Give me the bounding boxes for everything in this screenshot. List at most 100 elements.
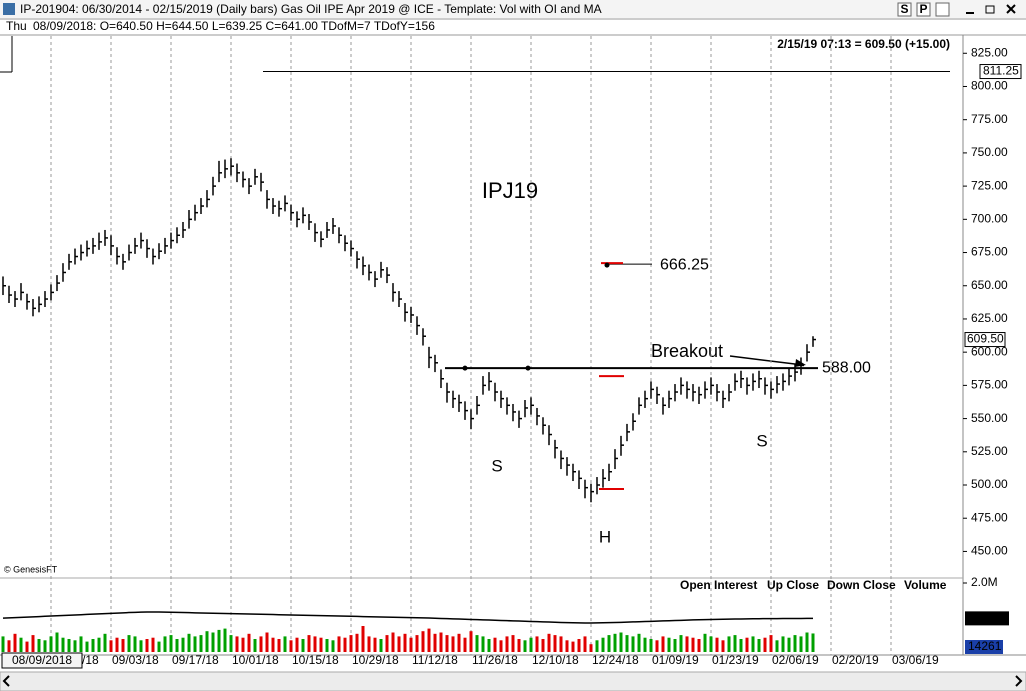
volume-bar [571,641,575,652]
volume-bar [181,637,185,652]
volume-bar [469,631,473,652]
volume-bar [631,636,635,652]
volume-bar [733,635,737,652]
volume-bar [391,632,395,652]
scroll-right[interactable] [1015,675,1023,687]
volume-bar [781,636,785,652]
volume-bar [799,636,803,652]
volume-bar [73,640,77,652]
volume-bar [649,639,653,652]
volume-bar [685,636,689,652]
volume-bar [67,639,71,652]
y-tick-label: 675.00 [971,245,1008,259]
volume-bar [241,637,245,652]
volume-bar [697,639,701,652]
x-tick-label: 01/09/19 [652,653,699,667]
volume-bar [433,633,437,652]
volume-bar [661,636,665,652]
volume-bar [115,637,119,652]
volume-bar [193,636,197,652]
neckline-label: 588.00 [822,359,871,376]
window-title: IP-201904: 06/30/2014 - 02/15/2019 (Dail… [20,2,602,16]
close[interactable] [1006,4,1016,14]
volume-bar [511,635,515,652]
y-tick-label: 500.00 [971,477,1008,491]
button[interactable] [935,2,950,17]
volume-bar [451,636,455,652]
value-box-label: 944206 [967,611,1007,625]
volume-bar [163,636,167,652]
value-box [965,640,1003,654]
volume-bar [691,637,695,652]
volume-bar [769,635,773,652]
info-bar: 08/09/2018: O=640.50 H=644.50 L=639.25 C… [33,19,435,33]
volume-bar [481,636,485,652]
scrollbar[interactable] [0,671,1026,691]
target-dot [604,262,610,268]
volume-bar [277,639,281,652]
volume-bar [289,640,293,652]
volume-bar [319,637,323,652]
volume-bar [247,633,251,652]
volume-bar [43,640,47,652]
volume-bar [559,636,563,652]
pattern-label: H [599,527,611,546]
volume-bar [775,640,779,652]
x-tick-label: 11/12/18 [412,653,458,667]
volume-bar [25,641,29,652]
x-tick-label: 02/06/19 [772,653,819,667]
button[interactable] [897,2,912,17]
volume-bar [811,633,815,652]
volume-bar [385,635,389,652]
volume-bar [121,639,125,652]
volume-bar [445,635,449,652]
volume-bar [31,635,35,652]
volume-bar [109,640,113,652]
volume-bar [199,635,203,652]
volume-bar [547,633,551,652]
volume-bar [85,641,89,652]
volume-bar [307,635,311,652]
volume-bar [235,636,239,652]
volume-bar [679,635,683,652]
volume-bar [643,637,647,652]
y-tick-label: 650.00 [971,278,1008,292]
pattern-label: S [756,431,767,450]
volume-bar [727,636,731,652]
volume-bar [595,640,599,652]
cursor-date: 08/09/2018 [12,653,72,667]
volume-bar [145,639,149,652]
volume-bar [415,635,419,652]
y-tick-label: 450.00 [971,544,1008,558]
volume-bar [133,636,137,652]
volume-bar [625,635,629,652]
button-label[interactable]: P [919,2,927,16]
volume-bar [427,628,431,652]
info-day: Thu [6,19,27,33]
scroll-left[interactable] [2,675,10,687]
volume-bar [787,637,791,652]
y-tick-label: 700.00 [971,211,1008,225]
value-box-label: 811.25 [983,64,1019,78]
button[interactable] [916,2,931,17]
volume-bar [535,636,539,652]
value-box-label: 14261 [968,639,1002,653]
x-tick-label: 03/06/19 [892,653,939,667]
volume-bar [49,636,53,652]
volume-bar [757,639,761,652]
value-box-label: 609.50 [967,332,1004,346]
volume-bar [151,637,155,652]
volume-bar [505,636,509,652]
button-label[interactable]: S [900,2,908,16]
restore[interactable] [985,5,995,14]
volume-bar [619,632,623,652]
volume-bar [175,639,179,652]
volume-bar [397,636,401,652]
volume-bar [601,637,605,652]
x-tick-label: 11/26/18 [472,653,518,667]
volume-bar [667,637,671,652]
volume-bar [139,640,143,652]
volume-bar [211,632,215,652]
